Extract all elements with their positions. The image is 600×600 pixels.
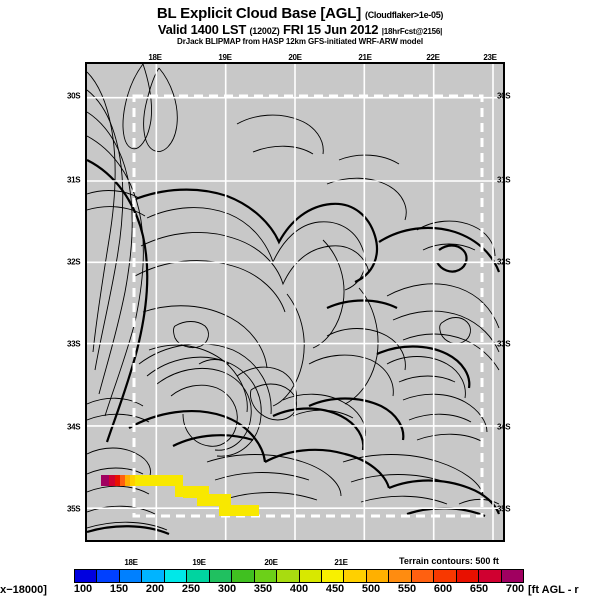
x-tick-bottom-3: 21E — [334, 558, 348, 567]
valid-time-line: Valid 1400 LST (1200Z) FRI 15 Jun 2012 |… — [0, 21, 600, 37]
colorbar-swatch-3 — [142, 570, 165, 582]
colorbar-swatch-7 — [232, 570, 255, 582]
y-tick-right-0: 30S — [497, 91, 511, 101]
valid-utc-time: (1200Z) — [249, 25, 280, 36]
map-gridlines — [87, 64, 503, 540]
y-tick-right-4: 34S — [497, 422, 511, 432]
colorbar-swatch-19 — [501, 570, 524, 582]
colorbar-swatch-2 — [119, 570, 143, 582]
colorbar-tick-300: 300 — [217, 583, 237, 595]
map-plot-area[interactable] — [85, 62, 505, 542]
y-tick-left-1: 31S — [67, 175, 81, 185]
forecast-stamp: |18hrFcst@2156| — [381, 26, 443, 36]
terrain-contours-note: Terrain contours: 500 ft — [399, 556, 499, 566]
y-tick-left-5: 35S — [67, 504, 81, 514]
y-tick-left-0: 30S — [67, 91, 81, 101]
x-tick-top-3: 21E — [358, 53, 372, 62]
y-tick-left-3: 33S — [67, 339, 81, 349]
colorbar-tick-600: 600 — [433, 583, 453, 595]
x-tick-top-0: 18E — [148, 53, 162, 62]
colorbar-swatch-0 — [75, 570, 98, 582]
colorbar-tick-500: 500 — [361, 583, 381, 595]
colorbar-swatch-4 — [164, 570, 188, 582]
x-tick-top-2: 20E — [288, 53, 302, 62]
x-tick-top-4: 22E — [426, 53, 440, 62]
page-title: BL Explicit Cloud Base [AGL] (Cloudflake… — [0, 6, 600, 22]
x-tick-bottom-2: 20E — [264, 558, 278, 567]
x-tick-top-1: 19E — [218, 53, 232, 62]
colorbar-right-caption: [ft AGL - r — [528, 584, 579, 596]
colorbar-swatch-13 — [366, 570, 390, 582]
colorbar-swatch-11 — [321, 570, 345, 582]
colorbar-ticks: 100 150 200 250 300 350 400 450 500 550 600 650 700 — [74, 583, 524, 599]
map-canvas — [87, 64, 503, 540]
x-tick-top-5: 23E — [483, 53, 497, 62]
title-main-text: BL Explicit Cloud Base [AGL] — [156, 5, 362, 22]
colorbar-tick-250: 250 — [181, 583, 201, 595]
colorbar-swatch-6 — [209, 570, 233, 582]
colorbar-swatch-1 — [97, 570, 120, 582]
colorbar-tick-550: 550 — [397, 583, 417, 595]
domain-boundary — [132, 94, 484, 518]
y-tick-left-4: 34S — [67, 422, 81, 432]
valid-local-time: Valid 1400 LST — [157, 21, 247, 37]
y-tick-left-2: 32S — [67, 257, 81, 267]
colorbar[interactable] — [74, 569, 524, 583]
colorbar-swatch-9 — [277, 570, 300, 582]
colorbar-tick-100: 100 — [73, 583, 93, 595]
title-block: BL Explicit Cloud Base [AGL] (Cloudflake… — [0, 6, 600, 47]
colorbar-swatch-12 — [344, 570, 367, 582]
colorbar-swatch-5 — [187, 570, 210, 582]
colorbar-tick-450: 450 — [325, 583, 345, 595]
y-tick-right-1: 31S — [497, 175, 511, 185]
colorbar-swatch-17 — [456, 570, 480, 582]
valid-date: FRI 15 Jun 2012 — [283, 21, 379, 37]
colorbar-swatch-15 — [411, 570, 435, 582]
colorbar-swatch-18 — [479, 570, 502, 582]
y-tick-right-5: 35S — [497, 504, 511, 514]
colorbar-swatch-14 — [389, 570, 412, 582]
colorbar-swatch-10 — [299, 570, 322, 582]
terrain-contours-thin — [87, 64, 500, 531]
colorbar-tick-650: 650 — [469, 583, 489, 595]
y-tick-right-2: 32S — [497, 257, 511, 267]
colorbar-tick-700: 700 — [505, 583, 525, 595]
colorbar-tick-200: 200 — [145, 583, 165, 595]
colorbar-tick-150: 150 — [109, 583, 129, 595]
colorbar-swatch-16 — [434, 570, 457, 582]
colorbar-tick-400: 400 — [289, 583, 309, 595]
cloud-base-data-cells — [101, 475, 259, 516]
colorbar-left-caption: ax−18000] — [0, 584, 47, 596]
x-tick-bottom-0: 18E — [124, 558, 138, 567]
model-attribution: DrJack BLIPMAP from HASP 12km GFS-initia… — [177, 37, 423, 47]
title-qualifier: (Cloudflaker>1e-05) — [365, 10, 444, 20]
x-tick-bottom-1: 19E — [192, 558, 206, 567]
colorbar-swatch-8 — [254, 570, 278, 582]
colorbar-tick-350: 350 — [253, 583, 273, 595]
y-tick-right-3: 33S — [497, 339, 511, 349]
